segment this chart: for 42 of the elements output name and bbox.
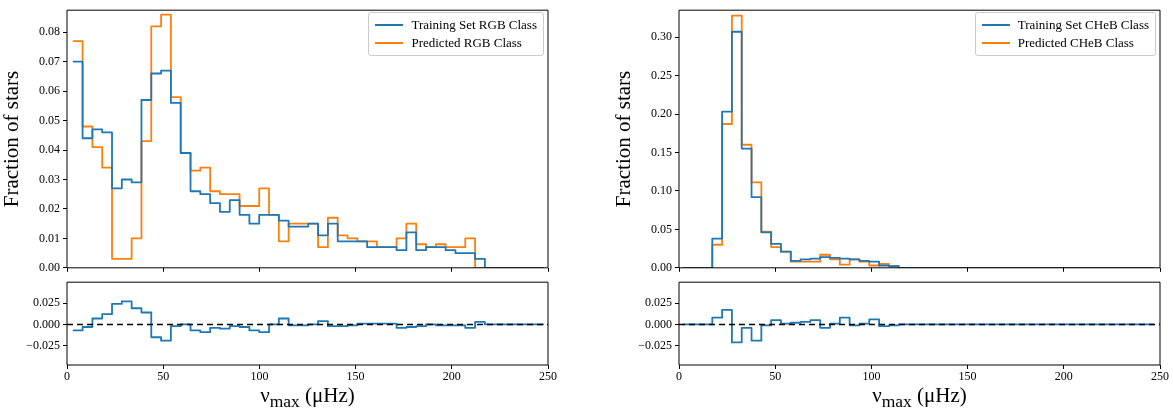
y-tick-label: 0.10: [651, 183, 672, 198]
y-tick-label: 0.20: [651, 106, 672, 121]
x-tick-label: 0: [676, 369, 682, 384]
x-tick-label: 0: [64, 369, 70, 384]
y-tick-label: 0.25: [651, 67, 672, 82]
y-tick-label: 0.000: [33, 316, 60, 331]
y-tick-label: 0.03: [39, 171, 60, 186]
x-tick-label: 100: [250, 369, 269, 384]
y-axis-title: Fraction of stars: [611, 70, 636, 208]
y-tick-label: 0.02: [39, 201, 60, 216]
y-tick-label: −0.025: [638, 337, 672, 352]
x-tick-label: 250: [539, 369, 557, 384]
x-axis-title: ν$_{max}$ (μHz): [871, 382, 968, 414]
x-tick-label: 100: [862, 369, 881, 384]
legend-label: Training Set CHeB Class: [1017, 16, 1149, 34]
y-tick-label: 0.05: [651, 221, 672, 236]
y-tick-label: 0.04: [39, 142, 60, 157]
y-tick-label: 0.15: [651, 144, 672, 159]
x-tick-label: 150: [346, 369, 365, 384]
legend-label: Training Set RGB Class: [411, 16, 537, 34]
legend-label: Predicted CHeB Class: [1017, 34, 1134, 52]
y-tick-label: 0.025: [645, 295, 672, 310]
x-axis-title: ν$_{max}$ (μHz): [259, 382, 356, 414]
y-tick-label: 0.05: [39, 112, 60, 127]
y-axis-title: Fraction of stars: [0, 70, 24, 208]
y-tick-label: 0.07: [39, 53, 60, 68]
x-tick-label: 250: [1151, 369, 1169, 384]
x-tick-label: 50: [157, 369, 170, 384]
y-tick-label: 0.06: [39, 83, 60, 98]
x-tick-label: 200: [442, 369, 461, 384]
y-tick-label: 0.00: [651, 259, 672, 274]
y-tick-label: 0.08: [39, 24, 60, 39]
x-tick-label: 200: [1054, 369, 1073, 384]
y-tick-label: 0.30: [651, 29, 672, 44]
x-tick-label: 150: [958, 369, 977, 384]
y-tick-label: 0.000: [645, 316, 672, 331]
y-tick-label: 0.025: [33, 295, 60, 310]
legend-label: Predicted RGB Class: [411, 34, 522, 52]
y-tick-label: 0.00: [39, 259, 60, 274]
x-tick-label: 50: [769, 369, 782, 384]
y-tick-label: −0.025: [26, 337, 60, 352]
y-tick-label: 0.01: [39, 230, 60, 245]
